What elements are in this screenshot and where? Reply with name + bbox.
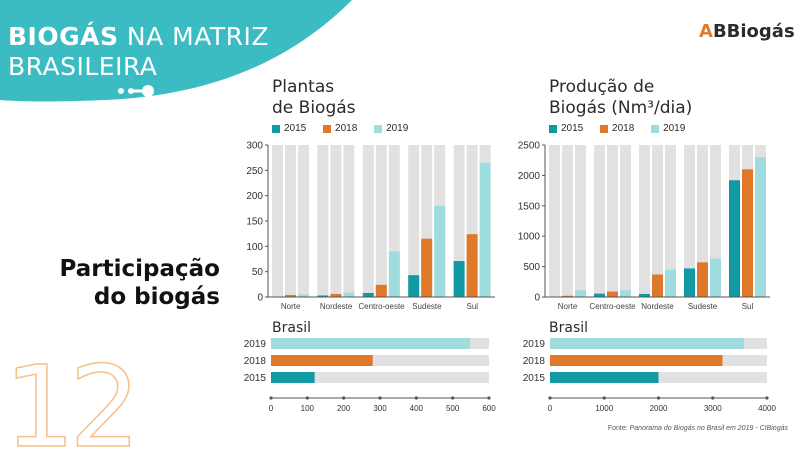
x-tick-label: 1000 — [595, 404, 613, 413]
x-tick — [603, 396, 606, 399]
bar — [550, 338, 744, 349]
y-tick-label: 2019 — [523, 339, 546, 350]
bar — [550, 372, 659, 383]
x-tick — [548, 396, 551, 399]
x-tick-label: 3000 — [704, 404, 722, 413]
x-tick — [765, 396, 768, 399]
y-tick-label: 2015 — [523, 373, 546, 384]
y-tick-label: 2018 — [523, 356, 546, 367]
x-tick-label: 2000 — [650, 404, 668, 413]
x-tick — [657, 396, 660, 399]
x-tick-label: 4000 — [758, 404, 776, 413]
brasil-production-bar-chart: 2019 2018 2015 0 1000 2000 3000 4000 — [0, 0, 800, 450]
x-tick — [711, 396, 714, 399]
bar — [550, 355, 723, 366]
x-tick-label: 0 — [548, 404, 553, 413]
